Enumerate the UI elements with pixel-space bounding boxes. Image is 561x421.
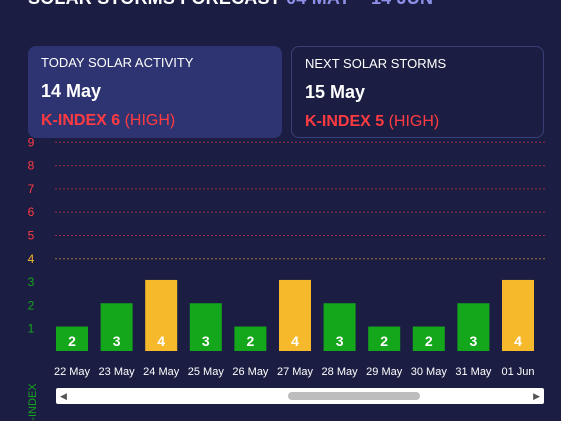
title-text: SOLAR STORMS FORECAST [28,0,281,8]
y-tick-label: 5 [28,229,35,243]
y-tick-label: 1 [28,322,35,336]
bar-31-may[interactable] [457,303,490,351]
x-tick-label: 24 May [143,366,180,378]
today-kindex-value: K-INDEX 6 [41,112,121,129]
bar-27-may[interactable] [279,279,311,351]
next-kindex-level: (HIGH) [388,113,440,130]
today-card-date: 14 May [41,81,102,101]
next-kindex: K-INDEX 5 (HIGH) [305,113,530,131]
x-tick-label: 22 May [54,366,91,378]
bar-value-label: 2 [68,333,76,349]
bar-01-jun[interactable] [502,279,534,351]
x-tick-label: 27 May [277,366,314,378]
bar-29-may[interactable] [368,326,401,351]
y-axis-label: K-INDEX [27,383,39,421]
bar-value-label: 2 [425,333,433,349]
bar-value-label: 4 [157,333,165,349]
bar-25-may[interactable] [189,303,222,351]
x-tick-label: 01 Jun [501,366,534,378]
today-card-label: TODAY SOLAR ACTIVITY [41,55,194,70]
bar-value-label: 2 [247,333,255,349]
scroll-left-icon[interactable]: ◀ [60,391,67,401]
bar-value-label: 3 [470,333,478,349]
y-tick-label: 9 [28,135,35,149]
date-range: 04 MAY – 14 JUN [286,0,433,8]
y-tick-label: 3 [28,275,35,289]
x-tick-label: 28 May [322,366,359,378]
next-card-date: 15 May [305,82,366,102]
bar-value-label: 4 [291,333,299,349]
y-tick-label: 2 [28,298,35,312]
chart-horizontal-scrollbar[interactable]: ◀ ▶ [56,388,544,404]
bar-22-may[interactable] [56,326,88,351]
today-kindex-level: (HIGH) [124,112,176,129]
bar-30-may[interactable] [412,326,445,351]
bar-28-may[interactable] [323,303,356,351]
bar-26-may[interactable] [234,326,267,351]
y-tick-label: 4 [28,252,35,266]
x-tick-label: 29 May [366,366,403,378]
y-tick-label: 7 [28,182,35,196]
page-title: SOLAR STORMS FORECAST 04 MAY – 14 JUN [28,0,433,9]
next-kindex-value: K-INDEX 5 [305,113,385,130]
x-tick-label: 25 May [188,366,225,378]
bar-value-label: 2 [380,333,388,349]
today-kindex: K-INDEX 6 (HIGH) [41,112,269,130]
scroll-right-icon[interactable]: ▶ [533,391,540,401]
next-storms-card: NEXT SOLAR STORMS 15 May K-INDEX 5 (HIGH… [291,46,544,138]
bar-23-may[interactable] [100,303,133,351]
x-tick-label: 23 May [99,366,136,378]
bar-value-label: 3 [113,333,121,349]
y-tick-label: 8 [28,159,35,173]
y-tick-label: 6 [28,205,35,219]
x-tick-label: 26 May [232,366,269,378]
bar-value-label: 3 [336,333,344,349]
bar-value-label: 3 [202,333,210,349]
x-tick-label: 30 May [411,366,448,378]
scrollbar-thumb[interactable] [288,392,420,400]
today-activity-card: TODAY SOLAR ACTIVITY 14 May K-INDEX 6 (H… [28,46,282,138]
bar-24-may[interactable] [145,279,178,351]
next-card-label: NEXT SOLAR STORMS [305,56,447,71]
x-tick-label: 31 May [455,366,492,378]
bar-value-label: 4 [514,333,522,349]
